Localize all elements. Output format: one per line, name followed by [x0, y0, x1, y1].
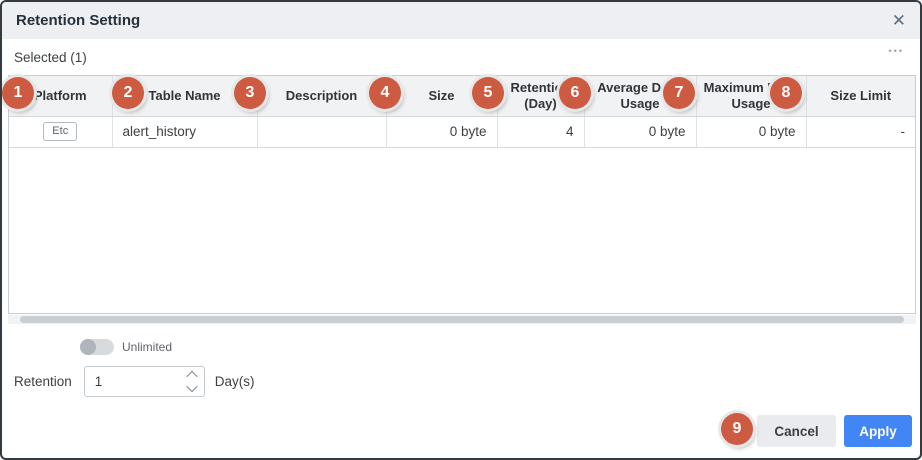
table-row[interactable]: Etc alert_history 0 byte 4 0 byte 0 byte… — [9, 116, 915, 148]
scrollbar-thumb[interactable] — [20, 316, 904, 323]
cell-size: 0 byte — [386, 116, 498, 148]
cell-size-limit: - — [806, 116, 915, 148]
retention-input-row: Retention Day(s) — [14, 366, 255, 397]
cell-average-daily-usage: 0 byte — [584, 116, 697, 148]
column-header-size-limit[interactable]: Size Limit — [806, 76, 915, 117]
cell-maximum-daily-usage: 0 byte — [696, 116, 807, 148]
number-spinner[interactable] — [186, 367, 198, 396]
callout-badge-8: 8 — [770, 77, 802, 109]
retention-days-input[interactable] — [83, 366, 205, 397]
horizontal-scrollbar[interactable] — [8, 315, 916, 324]
cell-table-name: alert_history — [112, 116, 258, 148]
retention-table: Platform Table Name Description Size Ret… — [8, 75, 916, 314]
cancel-button[interactable]: Cancel — [757, 415, 836, 447]
callout-badge-9: 9 — [721, 413, 753, 445]
column-header-description[interactable]: Description — [257, 76, 387, 117]
platform-etc-badge: Etc — [43, 122, 78, 141]
toggle-knob — [80, 339, 96, 355]
callout-badge-2: 2 — [112, 77, 144, 109]
callout-badge-5: 5 — [472, 77, 504, 109]
dialog-footer: Cancel Apply — [757, 415, 912, 447]
apply-button[interactable]: Apply — [844, 415, 912, 447]
more-options-icon[interactable]: ••• — [888, 46, 904, 56]
callout-badge-4: 4 — [369, 77, 401, 109]
callout-badge-3: 3 — [234, 77, 266, 109]
close-icon[interactable]: ✕ — [891, 11, 906, 30]
dialog-title: Retention Setting — [16, 12, 141, 29]
cell-retention-day: 4 — [497, 116, 585, 148]
selected-count-label: Selected (1) — [14, 50, 87, 65]
days-unit-label: Day(s) — [214, 374, 255, 389]
unlimited-label: Unlimited — [122, 340, 173, 354]
callout-badge-6: 6 — [559, 77, 591, 109]
decrement-icon[interactable] — [186, 380, 198, 393]
unlimited-toggle[interactable] — [80, 339, 114, 355]
retention-days-field[interactable] — [84, 367, 204, 396]
cell-description — [257, 116, 387, 148]
unlimited-row: Unlimited — [80, 339, 172, 355]
dialog-titlebar: Retention Setting ✕ — [2, 2, 920, 39]
cell-platform: Etc — [9, 116, 113, 148]
callout-badge-7: 7 — [663, 77, 695, 109]
retention-label: Retention — [14, 374, 72, 389]
callout-badge-1: 1 — [2, 77, 34, 109]
